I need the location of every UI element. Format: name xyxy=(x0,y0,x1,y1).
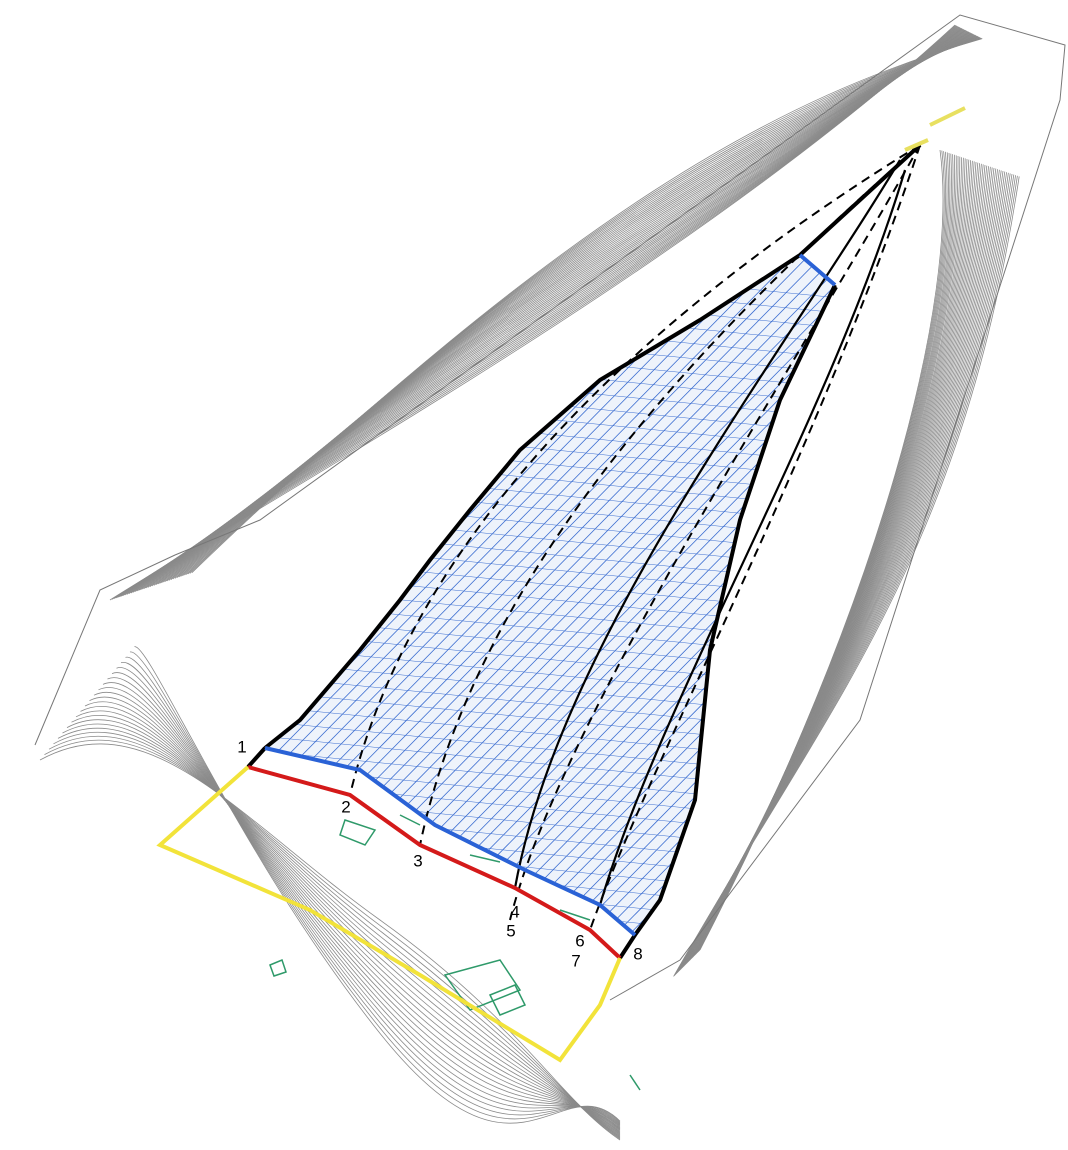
point-label: 3 xyxy=(413,851,422,870)
hatch-line xyxy=(557,255,835,935)
contour xyxy=(673,176,1020,977)
hatch-line xyxy=(978,240,1068,950)
hatch-line xyxy=(767,255,835,935)
hatch-line xyxy=(265,255,797,935)
contour xyxy=(134,646,621,1124)
point-label: 2 xyxy=(341,797,350,816)
point-label: 4 xyxy=(510,902,519,921)
flow-lines xyxy=(513,159,907,906)
hatch-line xyxy=(347,255,835,935)
contour xyxy=(75,710,621,1134)
hatch-line xyxy=(992,240,1068,950)
hatch-line xyxy=(515,255,835,935)
contour xyxy=(57,727,621,1137)
site-outline xyxy=(34,14,1066,1001)
hatch-line xyxy=(265,914,835,935)
hatch-line xyxy=(265,255,825,935)
contour xyxy=(53,731,621,1138)
boundary xyxy=(246,143,922,960)
contour xyxy=(48,735,621,1139)
yellow-marker xyxy=(904,106,966,152)
hatch-line xyxy=(265,884,835,935)
flow-paths xyxy=(349,144,921,931)
hatch-line xyxy=(964,240,1068,950)
hatch-line xyxy=(265,255,447,935)
point-label: 7 xyxy=(571,951,580,970)
hatch-line xyxy=(866,240,1068,950)
blue-line xyxy=(264,253,837,937)
hatch-line xyxy=(781,255,835,935)
hatch-line xyxy=(265,255,835,935)
contour xyxy=(98,687,621,1129)
contour xyxy=(116,667,621,1125)
hatch-line xyxy=(265,255,783,935)
hatch-line xyxy=(543,255,835,935)
hatch-line xyxy=(908,240,1068,950)
hatched-zone xyxy=(250,240,1068,1035)
hatch-line xyxy=(487,255,835,935)
hatch-line xyxy=(795,255,835,935)
hatch-line xyxy=(361,255,835,935)
contour xyxy=(120,662,621,1125)
contour xyxy=(80,705,621,1133)
hatch-line xyxy=(265,255,433,935)
yellow-boundary xyxy=(156,765,622,1063)
hatch-line xyxy=(1062,240,1068,950)
contour xyxy=(111,672,621,1126)
contour xyxy=(44,739,621,1140)
contour xyxy=(191,38,983,573)
contour xyxy=(129,651,621,1123)
contour xyxy=(93,692,621,1130)
red-line xyxy=(247,765,622,960)
hatch-line xyxy=(501,255,835,935)
hatch-line xyxy=(250,945,860,1005)
hatch-line xyxy=(1006,240,1068,950)
contour xyxy=(102,682,621,1128)
contour xyxy=(39,743,621,1141)
point-label: 1 xyxy=(237,737,246,756)
contour xyxy=(66,719,621,1135)
point-label: 6 xyxy=(575,931,584,950)
hatch-line xyxy=(1048,240,1068,950)
hatch-line xyxy=(250,975,860,1035)
hatch-line xyxy=(265,255,461,935)
point-label: 8 xyxy=(633,944,642,963)
point-label: 5 xyxy=(506,921,515,940)
contours xyxy=(39,24,1020,1141)
contour xyxy=(107,677,621,1127)
hatch-line xyxy=(265,255,391,935)
hatch-line xyxy=(1034,240,1068,950)
contour xyxy=(89,696,621,1131)
contour xyxy=(84,701,621,1132)
hatch-line xyxy=(265,255,811,935)
hatch-line xyxy=(265,255,769,935)
hatch-line xyxy=(529,255,835,935)
hatch-line xyxy=(265,255,405,935)
contour xyxy=(125,656,621,1124)
contour xyxy=(62,723,621,1136)
hatch-line xyxy=(265,255,419,935)
hatch-line xyxy=(1020,240,1068,950)
